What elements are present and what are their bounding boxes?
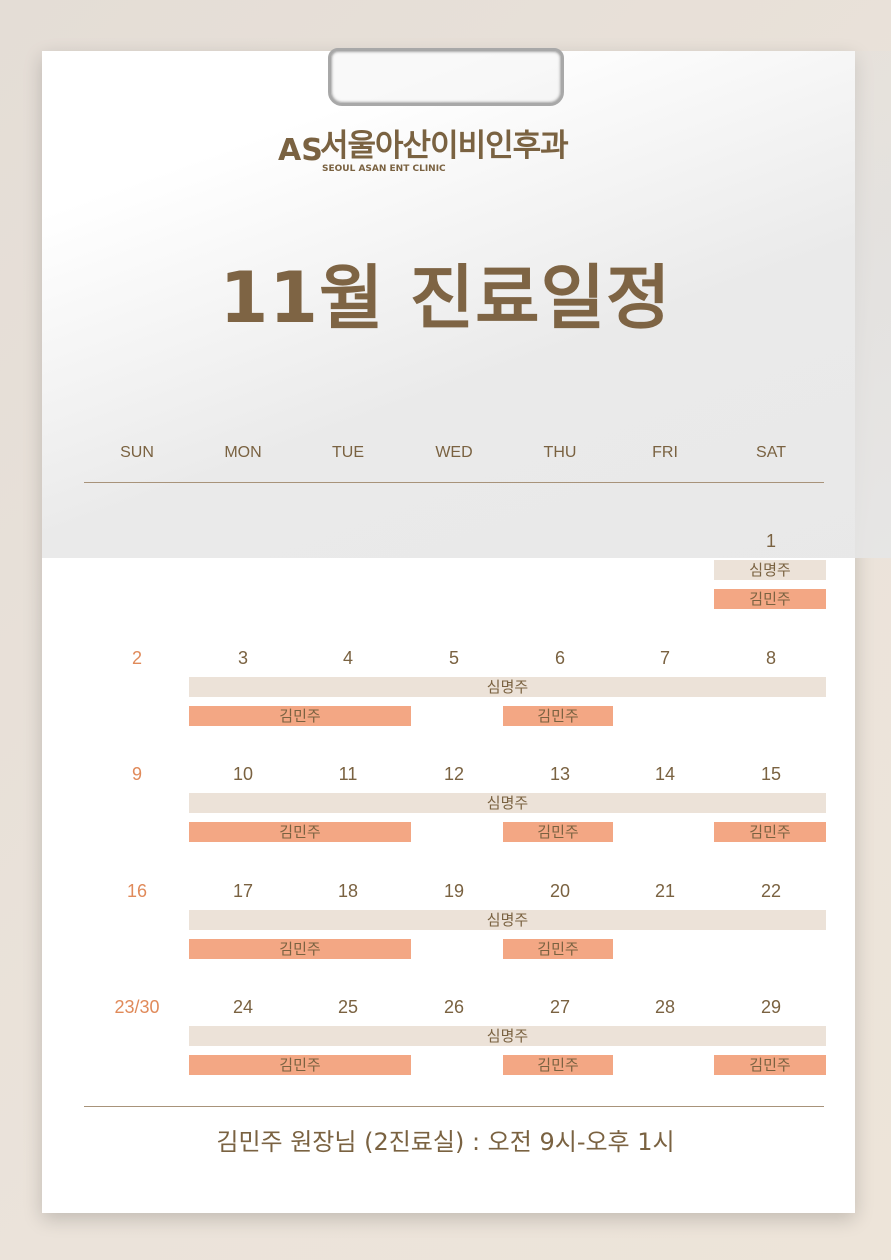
schedule-bar-kim: 김민주 (503, 939, 613, 959)
logo-mark: AS (278, 133, 323, 168)
schedule-bar-kim: 김민주 (503, 706, 613, 726)
schedule-bar-shim: 심명주 (714, 560, 826, 580)
day-number: 9 (131, 764, 142, 784)
clinic-name-en: SEOUL ASAN ENT CLINIC (322, 164, 446, 174)
day-number: 29 (760, 997, 782, 1017)
schedule-bar-kim: 김민주 (714, 589, 826, 609)
page-title: 11월 진료일정 (219, 257, 672, 339)
day-number: 28 (654, 997, 676, 1017)
weekday-sat: SAT (756, 444, 786, 461)
schedule-bar-shim: 심명주 (189, 910, 826, 930)
day-number: 1 (765, 531, 776, 551)
clinic-logo: AS 서울아산이비인후과 SEOUL ASAN ENT CLINIC (278, 128, 569, 174)
day-number: 17 (232, 881, 254, 901)
schedule-bar-kim: 김민주 (503, 822, 613, 842)
divider (84, 1106, 824, 1107)
day-number: 22 (760, 881, 782, 901)
day-number: 10 (232, 764, 254, 784)
schedule-bar-shim: 심명주 (189, 793, 826, 813)
day-number: 14 (654, 764, 676, 784)
weekday-mon: MON (224, 444, 262, 461)
day-number: 18 (337, 881, 359, 901)
schedule-bar-shim: 심명주 (189, 677, 826, 697)
day-number: 5 (448, 648, 459, 668)
schedule-bar-kim: 김민주 (189, 822, 411, 842)
day-number: 20 (549, 881, 571, 901)
day-number: 7 (659, 648, 670, 668)
footer-note: 김민주 원장님 (2진료실) : 오전 9시-오후 1시 (216, 1128, 675, 1156)
divider (84, 482, 824, 483)
day-number: 8 (765, 648, 776, 668)
day-number: 26 (443, 997, 465, 1017)
schedule-bar-kim: 김민주 (714, 822, 826, 842)
day-number: 13 (549, 764, 571, 784)
day-number: 23/30 (114, 997, 160, 1017)
day-number: 15 (760, 764, 782, 784)
day-number: 6 (554, 648, 565, 668)
weekday-wed: WED (435, 444, 473, 461)
schedule-bar-kim: 김민주 (189, 939, 411, 959)
day-number: 25 (337, 997, 359, 1017)
day-number: 4 (342, 648, 353, 668)
day-number: 24 (232, 997, 254, 1017)
clipboard-clip (328, 48, 564, 106)
schedule-bar-kim: 김민주 (189, 1055, 411, 1075)
day-number: 12 (443, 764, 465, 784)
weekday-tue: TUE (332, 444, 364, 461)
schedule-bar-kim: 김민주 (714, 1055, 826, 1075)
schedule-bar-shim: 심명주 (189, 1026, 826, 1046)
clinic-name: 서울아산이비인후과 (320, 128, 569, 164)
schedule-bar-kim: 김민주 (189, 706, 411, 726)
day-number: 2 (131, 648, 142, 668)
weekday-sun: SUN (120, 444, 154, 461)
schedule-bar-kim: 김민주 (503, 1055, 613, 1075)
day-number: 27 (549, 997, 571, 1017)
day-number: 3 (237, 648, 248, 668)
day-number: 11 (338, 764, 358, 784)
day-number: 19 (443, 881, 465, 901)
day-number: 16 (126, 881, 148, 901)
weekday-thu: THU (543, 444, 577, 461)
weekday-fri: FRI (652, 444, 678, 461)
day-number: 21 (654, 881, 676, 901)
